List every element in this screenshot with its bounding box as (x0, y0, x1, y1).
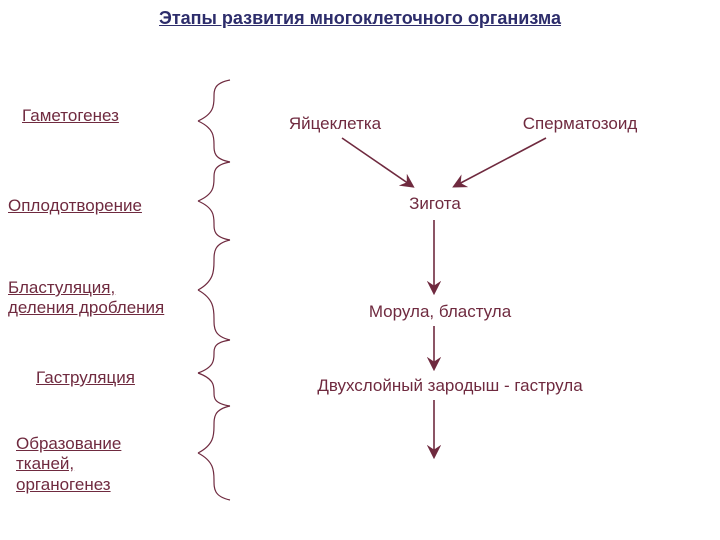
bracket-segment (198, 240, 230, 290)
arrows-group (342, 138, 546, 456)
bracket-segment (198, 80, 230, 121)
brackets-group (198, 80, 230, 500)
bracket-segment (198, 453, 230, 500)
page-title: Этапы развития многоклеточного организма (0, 8, 720, 29)
bracket-segment (198, 162, 230, 201)
stage-gastrulyaciya: Гаструляция (36, 368, 206, 388)
stage-oplodotvorenie: Оплодотворение (8, 196, 178, 216)
stage-gametogenez: Гаметогенез (22, 106, 192, 126)
arrow (455, 138, 546, 186)
stage-organogenez: Образование тканей, органогенез (16, 434, 196, 495)
bracket-segment (198, 201, 230, 240)
node-zygota: Зигота (395, 194, 475, 214)
bracket-segment (198, 121, 230, 162)
node-yajcekletka: Яйцеклетка (275, 114, 395, 134)
node-spermatozoid: Сперматозоид (500, 114, 660, 134)
node-gastrula: Двухслойный зародыш - гаструла (290, 376, 610, 396)
stage-blastulyaciya: Бластуляция, деления дробления (8, 278, 188, 319)
arrow (342, 138, 412, 186)
bracket-segment (198, 290, 230, 340)
bracket-segment (198, 406, 230, 453)
node-morula: Морула, бластула (340, 302, 540, 322)
